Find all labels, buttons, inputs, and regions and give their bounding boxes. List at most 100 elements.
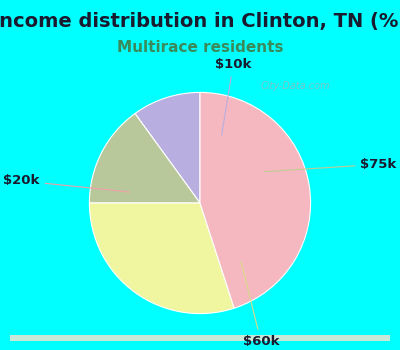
Bar bbox=[10, 337, 390, 340]
Bar bbox=[10, 336, 390, 339]
Bar bbox=[10, 337, 390, 340]
Bar bbox=[10, 338, 390, 341]
Bar bbox=[10, 338, 390, 341]
Bar bbox=[10, 336, 390, 339]
Bar bbox=[10, 338, 390, 341]
Bar bbox=[10, 336, 390, 339]
Wedge shape bbox=[200, 92, 310, 308]
Text: $20k: $20k bbox=[3, 174, 130, 192]
Bar bbox=[10, 337, 390, 340]
Bar bbox=[10, 337, 390, 340]
Bar bbox=[10, 337, 390, 339]
Text: Income distribution in Clinton, TN (%): Income distribution in Clinton, TN (%) bbox=[0, 12, 400, 31]
Bar bbox=[10, 337, 390, 340]
Bar bbox=[10, 338, 390, 341]
Bar bbox=[10, 336, 390, 338]
Bar bbox=[10, 336, 390, 339]
Bar bbox=[10, 337, 390, 340]
Bar bbox=[10, 337, 390, 340]
Bar bbox=[10, 336, 390, 339]
Bar bbox=[10, 338, 390, 341]
Bar bbox=[10, 338, 390, 341]
Wedge shape bbox=[135, 92, 200, 203]
Text: $10k: $10k bbox=[215, 58, 251, 135]
Bar bbox=[10, 337, 390, 340]
Bar bbox=[10, 338, 390, 341]
Bar bbox=[10, 336, 390, 339]
Wedge shape bbox=[89, 203, 234, 314]
Text: City-Data.com: City-Data.com bbox=[260, 81, 330, 91]
Bar bbox=[10, 336, 390, 339]
Bar bbox=[10, 338, 390, 341]
Bar bbox=[10, 338, 390, 341]
Bar bbox=[10, 338, 390, 341]
Bar bbox=[10, 338, 390, 341]
Bar bbox=[10, 338, 390, 341]
Bar bbox=[10, 338, 390, 341]
Bar bbox=[10, 336, 390, 338]
Bar bbox=[10, 338, 390, 341]
Bar bbox=[10, 338, 390, 341]
Bar bbox=[10, 336, 390, 339]
Bar bbox=[10, 337, 390, 340]
Bar bbox=[10, 337, 390, 340]
Bar bbox=[10, 336, 390, 338]
Bar bbox=[10, 338, 390, 341]
Bar bbox=[10, 337, 390, 340]
Bar bbox=[10, 338, 390, 341]
Bar bbox=[10, 338, 390, 341]
Bar bbox=[10, 337, 390, 340]
Bar bbox=[10, 337, 390, 340]
Bar bbox=[10, 336, 390, 339]
Bar bbox=[10, 338, 390, 341]
Bar bbox=[10, 337, 390, 340]
Bar bbox=[10, 337, 390, 340]
Bar bbox=[10, 336, 390, 339]
Bar bbox=[10, 338, 390, 341]
Bar bbox=[10, 338, 390, 341]
Bar bbox=[10, 336, 390, 339]
Bar bbox=[10, 338, 390, 341]
Bar bbox=[10, 336, 390, 338]
Bar bbox=[10, 336, 390, 339]
Bar bbox=[10, 338, 390, 341]
Bar bbox=[10, 336, 390, 339]
Bar bbox=[10, 336, 390, 339]
Bar bbox=[10, 336, 390, 339]
Bar bbox=[10, 337, 390, 340]
Bar bbox=[10, 337, 390, 340]
Bar bbox=[10, 338, 390, 341]
Bar bbox=[10, 336, 390, 339]
Text: Multirace residents: Multirace residents bbox=[117, 40, 283, 55]
Bar bbox=[10, 337, 390, 340]
Bar bbox=[10, 336, 390, 339]
Bar bbox=[10, 337, 390, 340]
Bar bbox=[10, 337, 390, 340]
Bar bbox=[10, 337, 390, 340]
Wedge shape bbox=[89, 113, 200, 203]
Bar bbox=[10, 337, 390, 340]
Bar bbox=[10, 337, 390, 340]
Bar bbox=[10, 336, 390, 339]
Bar bbox=[10, 338, 390, 341]
Bar bbox=[10, 337, 390, 340]
Text: $60k: $60k bbox=[241, 261, 279, 348]
Bar bbox=[10, 338, 390, 341]
Text: $75k: $75k bbox=[264, 158, 397, 172]
Bar bbox=[10, 337, 390, 340]
Bar bbox=[10, 337, 390, 340]
Bar bbox=[10, 336, 390, 338]
Bar bbox=[10, 337, 390, 340]
Bar bbox=[10, 337, 390, 340]
Bar bbox=[10, 337, 390, 340]
Bar bbox=[10, 336, 390, 339]
Bar bbox=[10, 337, 390, 340]
Bar bbox=[10, 338, 390, 341]
Bar bbox=[10, 338, 390, 341]
Bar bbox=[10, 337, 390, 340]
Bar bbox=[10, 338, 390, 341]
Bar bbox=[10, 337, 390, 340]
Bar bbox=[10, 337, 390, 340]
Bar bbox=[10, 337, 390, 340]
Bar bbox=[10, 338, 390, 341]
